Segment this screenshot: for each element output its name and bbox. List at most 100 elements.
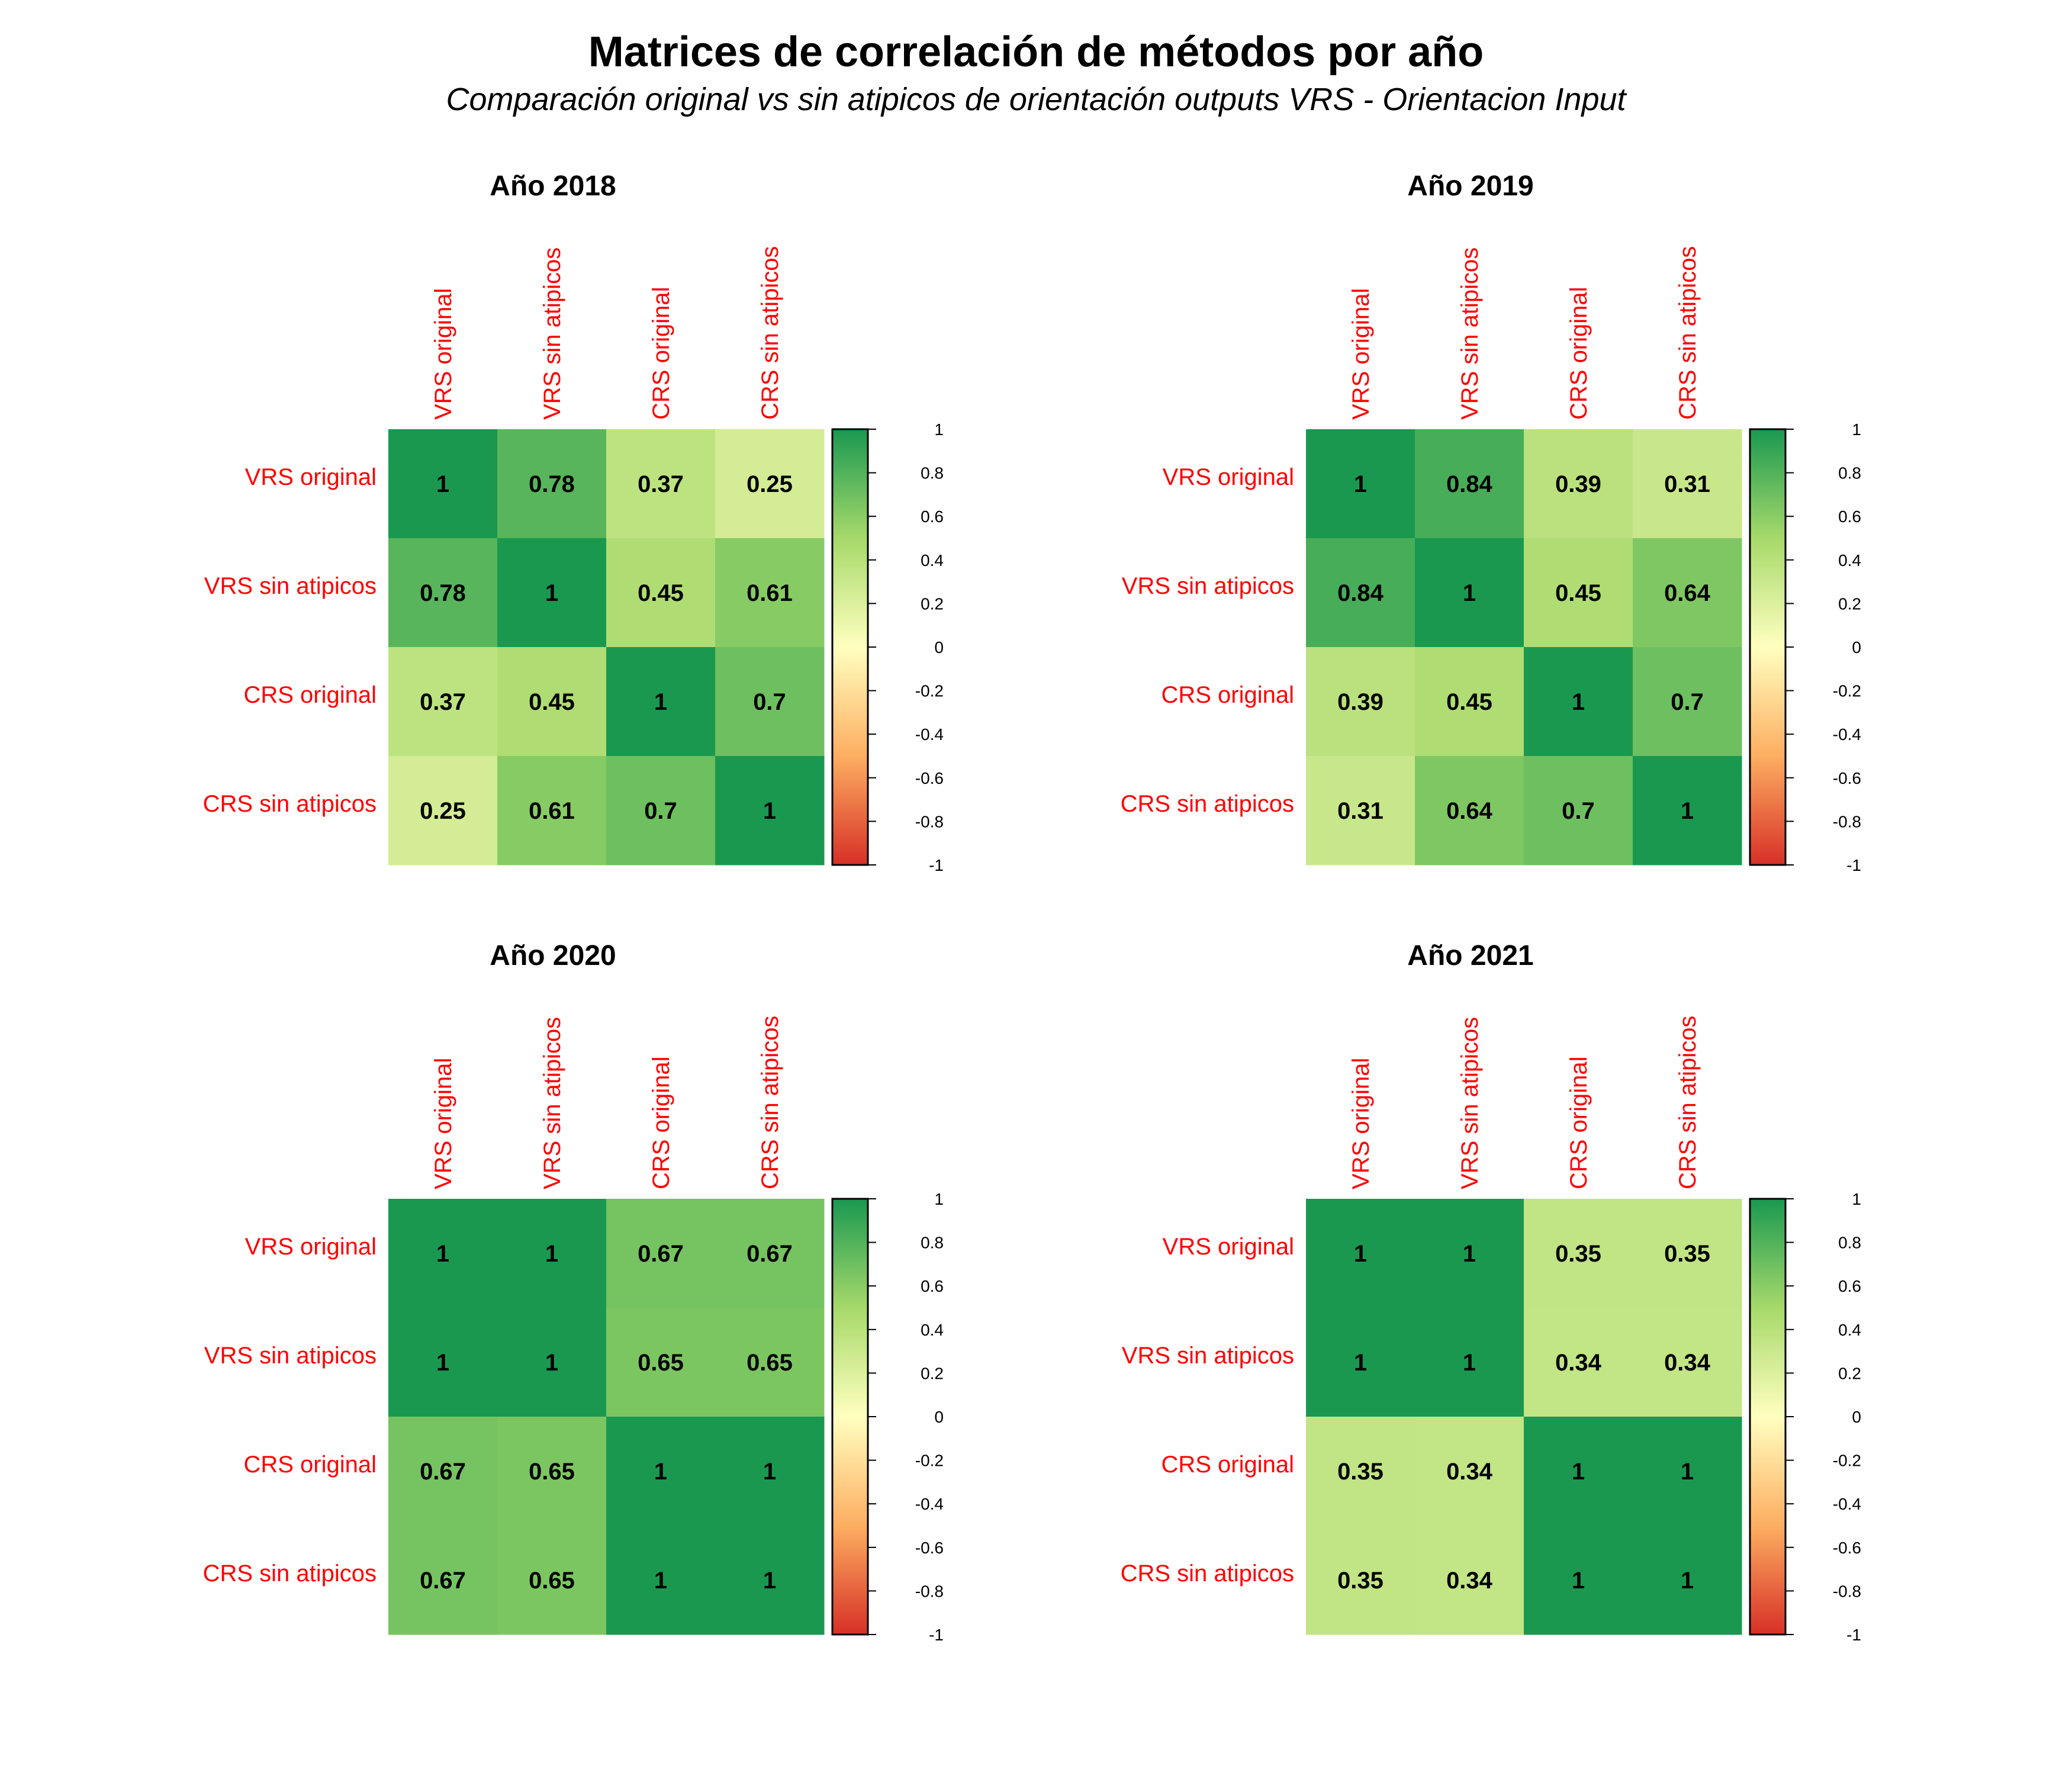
cell-value-label: 0.34 — [1446, 1459, 1493, 1485]
colorbar-tick-label: -1 — [1846, 1626, 1861, 1644]
column-label: CRS original — [1566, 1056, 1592, 1189]
row-label: CRS sin atipicos — [203, 791, 377, 817]
row-label: CRS original — [1161, 682, 1294, 708]
heatmap-cell — [1633, 756, 1742, 866]
cell-value-label: 1 — [1681, 1459, 1694, 1485]
heatmap-cell — [1306, 1417, 1415, 1526]
row-label: VRS original — [1163, 1234, 1294, 1260]
heatmap-cell — [1524, 647, 1633, 757]
heatmap-cell — [715, 429, 825, 539]
column-label: CRS sin atipicos — [1675, 246, 1701, 420]
heatmap-cell — [1306, 1199, 1415, 1308]
heatmap-cell — [1306, 429, 1415, 539]
cell-value-label: 1 — [1354, 1241, 1367, 1267]
cell-value-label: 1 — [654, 689, 667, 715]
heatmap-cell — [1524, 1308, 1633, 1417]
column-label: CRS original — [648, 1056, 674, 1189]
colorbar-tick-label: -0.8 — [915, 812, 944, 831]
heatmap-cell — [497, 647, 607, 757]
cell-value-label: 0.25 — [420, 798, 466, 824]
colorbar-tick-label: 0 — [1852, 638, 1861, 657]
heatmap-cell — [1524, 1526, 1633, 1635]
colorbar-tick-label: 0 — [934, 638, 944, 657]
cell-value-label: 0.67 — [420, 1568, 466, 1594]
heatmap-cell — [1415, 1308, 1524, 1417]
colorbar-tick-label: -0.2 — [915, 682, 944, 700]
heatmap-cell — [1524, 1199, 1633, 1308]
colorbar-tick-label: 1 — [1852, 420, 1861, 439]
colorbar-tick-label: 0.8 — [1838, 1234, 1861, 1252]
heatmap-cell — [606, 1308, 716, 1417]
colorbar — [1749, 1198, 1787, 1636]
cell-value-label: 0.45 — [1555, 580, 1601, 606]
colorbar — [831, 428, 869, 866]
heatmap-cell — [388, 1417, 498, 1526]
colorbar-tick-label: 0 — [1852, 1408, 1861, 1426]
heatmap-cell — [715, 538, 825, 648]
heatmap-cell — [1415, 1526, 1524, 1635]
column-label: VRS original — [1348, 288, 1374, 420]
colorbar-tick-label: 1 — [934, 1190, 944, 1208]
cell-value-label: 0.35 — [1337, 1459, 1384, 1485]
cell-value-label: 0.65 — [529, 1568, 575, 1594]
row-label: VRS sin atipicos — [1122, 573, 1294, 599]
heatmap-cell — [388, 1199, 498, 1308]
cell-value-label: 1 — [545, 580, 558, 606]
cell-value-label: 1 — [1681, 798, 1694, 824]
heatmap-cell — [1633, 1199, 1742, 1308]
cell-value-label: 1 — [763, 1459, 776, 1485]
column-label: VRS original — [430, 288, 456, 420]
heatmap-cell — [715, 756, 825, 866]
colorbar-tick-label: -0.2 — [1833, 682, 1861, 700]
heatmap-cell — [1633, 1526, 1742, 1635]
heatmap-cell — [1306, 647, 1415, 757]
heatmap-cell — [497, 1526, 607, 1635]
cell-value-label: 0.34 — [1555, 1350, 1602, 1376]
colorbar-tick-label: 0.8 — [921, 1234, 944, 1252]
column-label: CRS sin atipicos — [757, 246, 783, 420]
heatmap-cell — [1306, 1526, 1415, 1635]
row-label: CRS original — [243, 1452, 377, 1478]
cell-value-label: 1 — [1463, 1241, 1476, 1267]
heatmap-cell — [1415, 756, 1524, 866]
heatmap-panel: Año 2021 1 1 0.35 0.35 1 1 0.34 0.34 0.35 0.34 1 1 0.… — [1121, 940, 1861, 1644]
heatmap-cell — [1524, 1417, 1633, 1526]
heatmap-panel: Año 2020 1 1 0.67 0.67 1 1 0.65 0.65 0.67 0.65 1 1 0.… — [203, 940, 944, 1644]
heatmap-cell — [606, 756, 716, 866]
colorbar-tick-label: 0.6 — [921, 507, 944, 526]
cell-value-label: 0.84 — [1446, 471, 1493, 497]
row-label: CRS original — [1161, 1452, 1294, 1478]
row-label: VRS original — [245, 464, 377, 490]
heatmap-cell — [715, 1308, 825, 1417]
heatmap-cell — [497, 756, 607, 866]
cell-value-label: 1 — [654, 1568, 667, 1594]
colorbar-tick-label: -1 — [929, 856, 944, 874]
colorbar-tick-label: -0.4 — [1833, 725, 1861, 744]
heatmap-cell — [715, 647, 825, 757]
heatmap-cell — [715, 1526, 825, 1635]
heatmap-cell — [388, 756, 498, 866]
cell-value-label: 0.35 — [1664, 1241, 1710, 1267]
cell-value-label: 0.45 — [529, 689, 575, 715]
colorbar-tick-label: 0 — [934, 1408, 944, 1426]
colorbar-tick-label: 0.4 — [1838, 1321, 1861, 1339]
column-label: VRS sin atipicos — [539, 247, 565, 420]
heatmap-cell — [1415, 1199, 1524, 1308]
heatmap-cell — [1524, 756, 1633, 866]
cell-value-label: 0.64 — [1446, 798, 1493, 824]
heatmap-cell — [606, 1199, 716, 1308]
colorbar-tick-label: -0.6 — [1833, 769, 1861, 787]
heatmap-cell — [1633, 538, 1742, 648]
cell-value-label: 0.64 — [1664, 580, 1711, 606]
heatmap-cell — [606, 429, 716, 539]
heatmap-cell — [606, 647, 716, 757]
cell-value-label: 0.35 — [1337, 1568, 1384, 1594]
cell-value-label: 0.31 — [1337, 798, 1384, 824]
cell-value-label: 1 — [545, 1350, 558, 1376]
heatmap-cell — [388, 538, 498, 648]
cell-value-label: 0.7 — [753, 689, 786, 715]
colorbar-tick-label: -0.4 — [1833, 1495, 1861, 1513]
cell-value-label: 1 — [1463, 580, 1476, 606]
heatmap-cell — [497, 1417, 607, 1526]
cell-value-label: 1 — [763, 1568, 776, 1594]
